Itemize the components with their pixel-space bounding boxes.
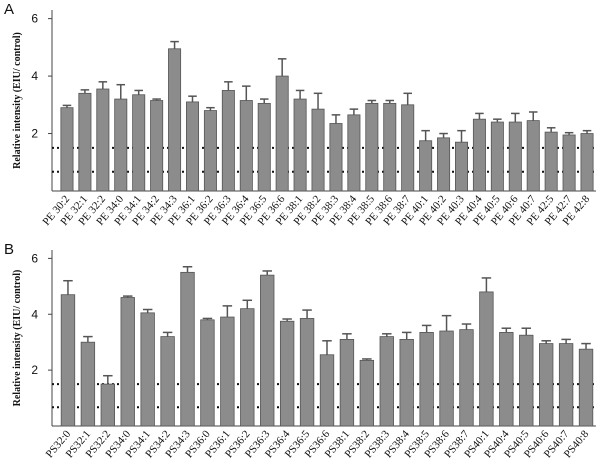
bar — [472, 118, 486, 192]
bar — [160, 336, 175, 427]
bar — [78, 92, 92, 192]
bar — [180, 271, 195, 427]
bar — [257, 102, 271, 192]
bar — [239, 100, 253, 192]
y-tick-label: 6 — [31, 12, 38, 26]
bar — [526, 120, 540, 192]
bar — [379, 336, 394, 427]
bar — [60, 294, 76, 427]
bar — [562, 134, 576, 192]
bar — [80, 341, 96, 427]
bar — [319, 354, 335, 427]
y-axis-label: Relative intensity (EIU/ control) — [12, 32, 23, 169]
bar — [60, 107, 74, 192]
bar — [186, 101, 199, 192]
bar — [96, 88, 110, 192]
bar — [558, 343, 574, 427]
bar — [200, 319, 215, 427]
bar — [311, 108, 325, 192]
bar — [539, 343, 554, 427]
panel-label: A — [4, 1, 14, 18]
bar — [240, 308, 255, 427]
bar — [499, 332, 514, 427]
bar — [479, 291, 494, 427]
bar — [439, 330, 454, 427]
bar — [150, 100, 164, 192]
bar — [544, 131, 558, 192]
bar — [578, 348, 594, 427]
bar — [419, 140, 433, 192]
y-tick-label: 2 — [31, 363, 38, 377]
y-tick-label: 2 — [31, 127, 38, 141]
bar — [275, 75, 289, 192]
bar — [168, 48, 182, 192]
bar — [260, 274, 275, 427]
bar — [347, 114, 361, 192]
bar — [580, 133, 594, 192]
bar — [401, 104, 415, 192]
bar — [114, 98, 128, 192]
bar — [279, 320, 295, 427]
bar — [399, 338, 414, 427]
bar — [339, 338, 355, 427]
y-tick-label: 4 — [31, 307, 38, 321]
bar — [140, 312, 155, 427]
bar — [220, 316, 235, 427]
bar — [203, 110, 217, 192]
bar — [365, 102, 379, 192]
bar — [508, 121, 522, 192]
bar — [100, 383, 115, 427]
bar — [459, 329, 474, 427]
bar — [359, 359, 375, 427]
bar — [437, 137, 451, 192]
bar — [120, 297, 135, 427]
bar — [293, 98, 307, 192]
y-tick-label: 6 — [31, 251, 38, 265]
bar — [329, 123, 343, 192]
y-axis-label: Relative intensity (EIU/ control) — [12, 270, 23, 407]
bar — [132, 94, 146, 192]
bar — [519, 334, 534, 427]
bar — [221, 90, 235, 192]
panel-label: B — [4, 241, 14, 258]
y-tick-label: 4 — [31, 69, 38, 83]
bar — [383, 102, 397, 192]
bar — [299, 318, 315, 427]
bar — [490, 121, 504, 192]
bar — [455, 141, 468, 192]
bar — [419, 332, 434, 427]
